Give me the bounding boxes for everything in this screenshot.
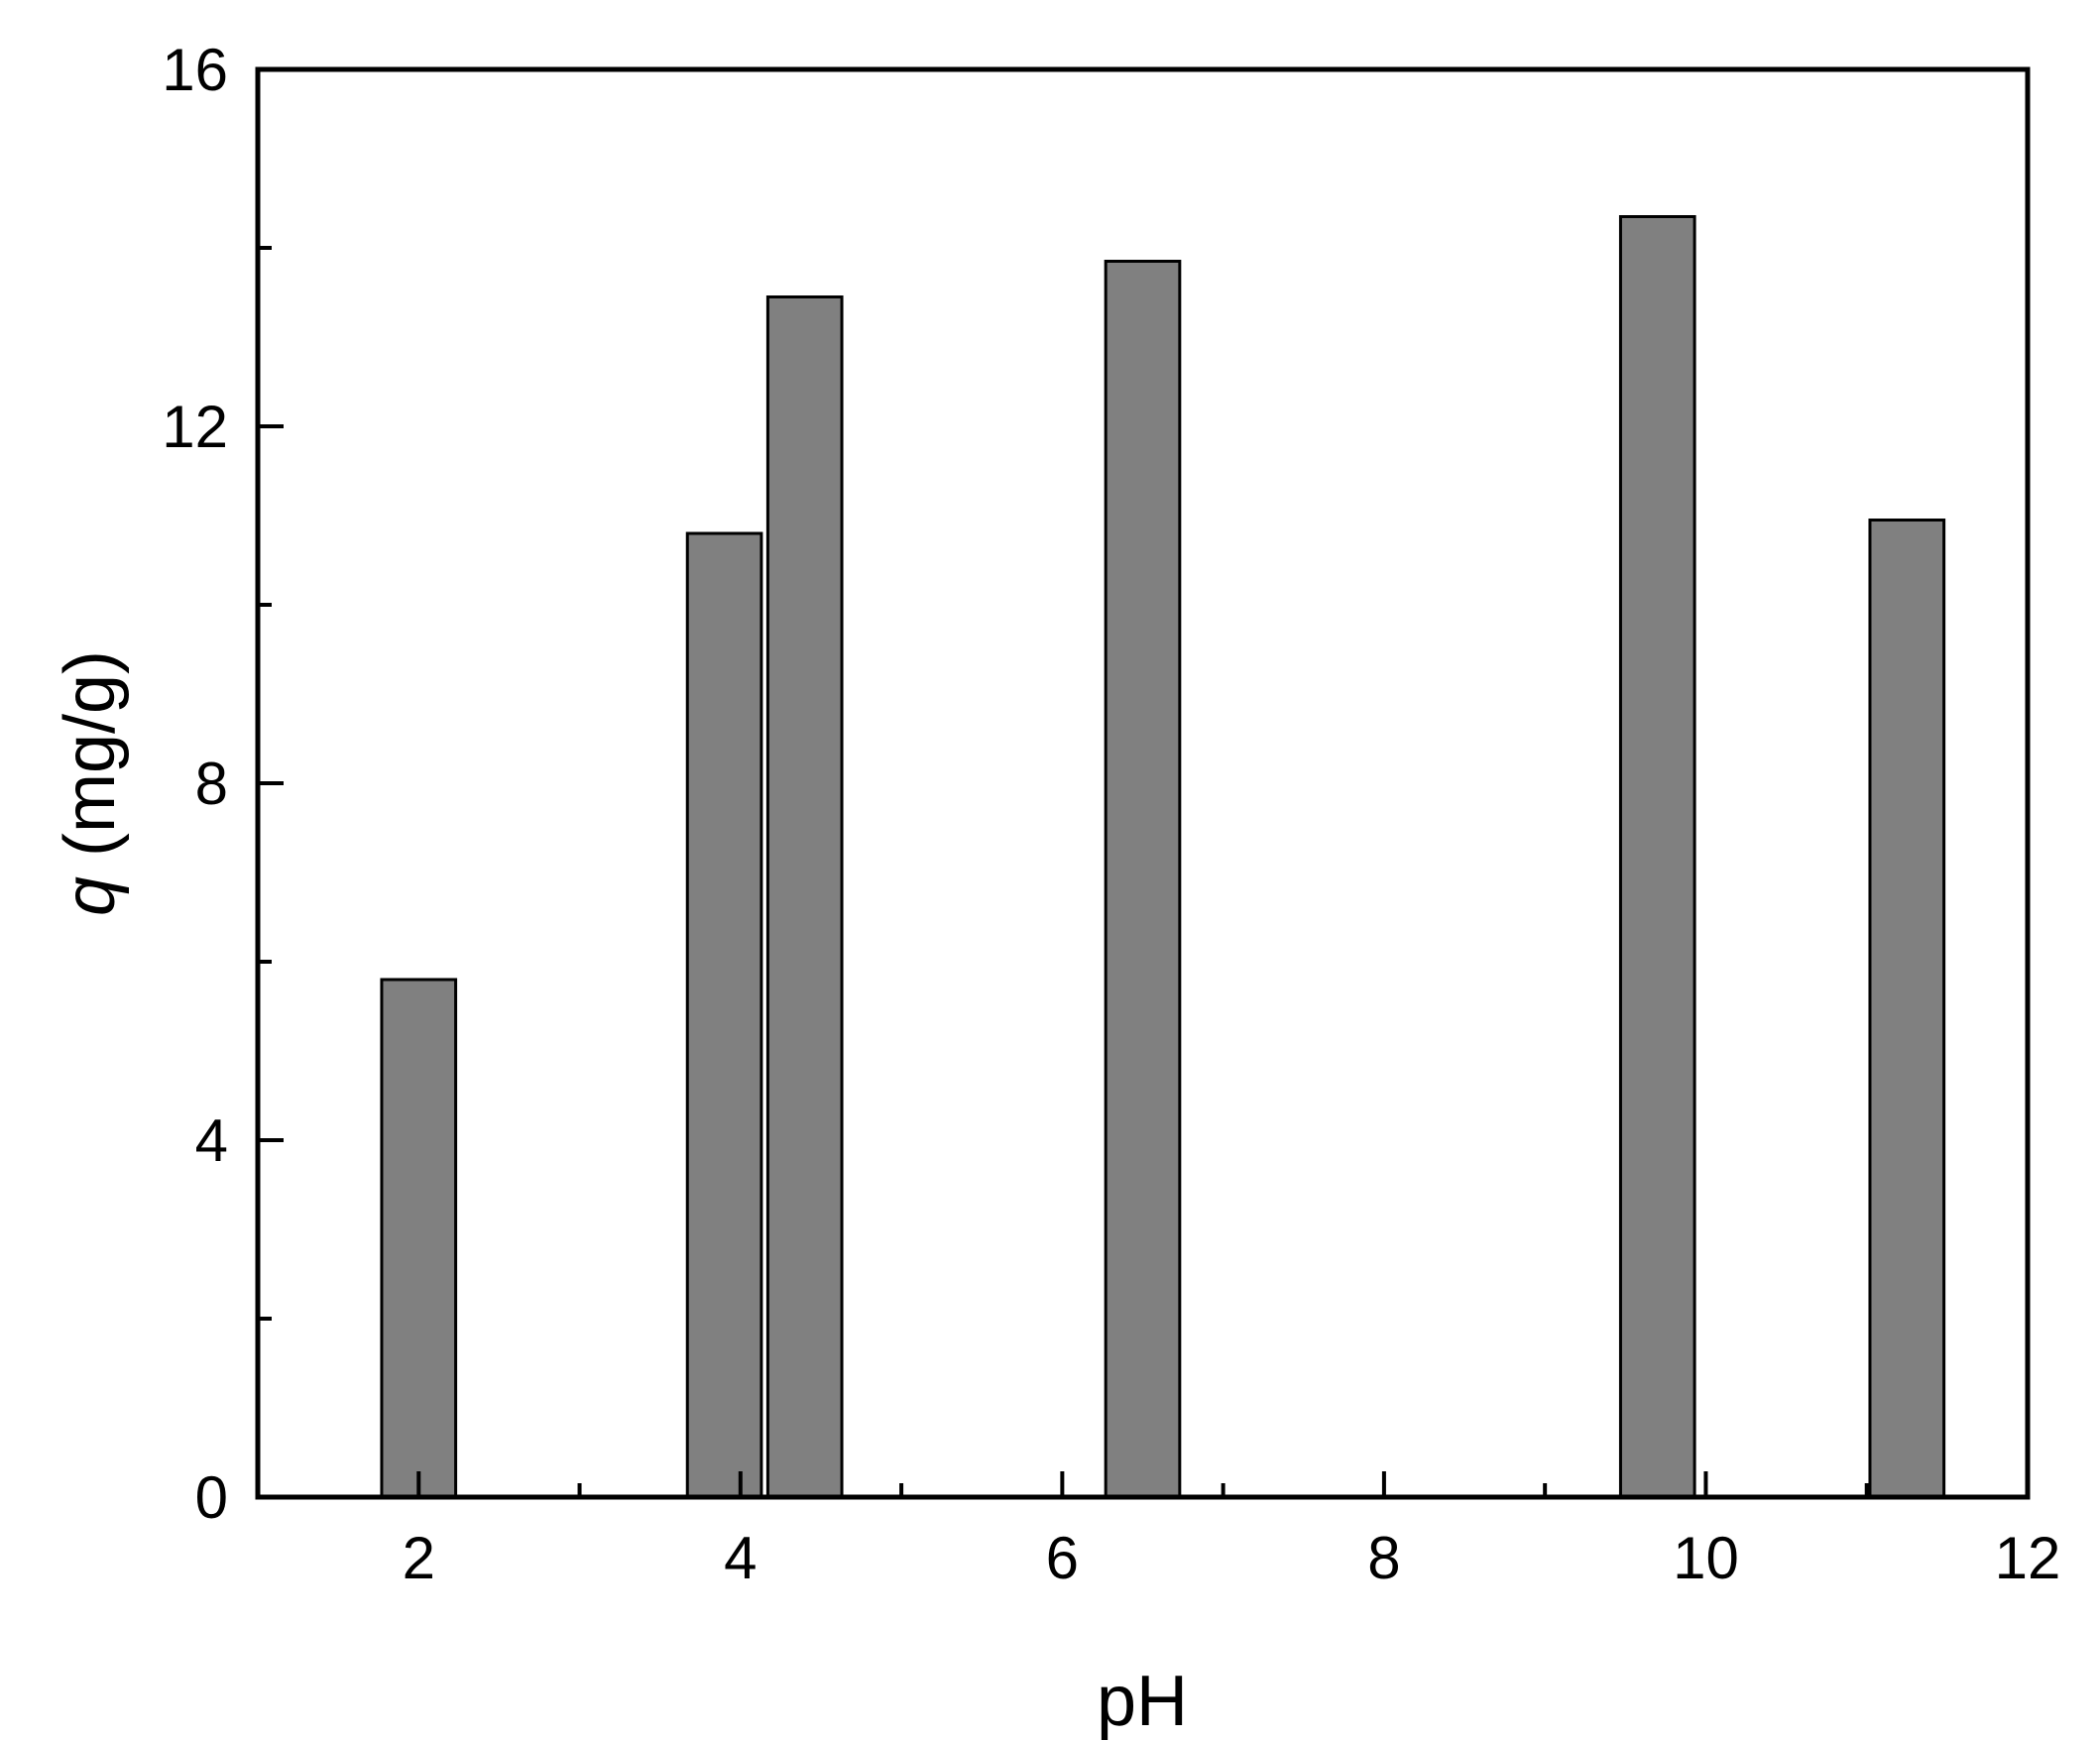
y-tick-label-3: 12 bbox=[162, 394, 228, 460]
x-tick-label-3: 8 bbox=[1367, 1525, 1400, 1591]
y-axis-variable: q bbox=[51, 876, 130, 916]
plot-frame bbox=[255, 66, 2031, 1500]
bar-1 bbox=[685, 531, 763, 1499]
bar-4 bbox=[1618, 215, 1696, 1499]
y-axis-unit: (mg/g) bbox=[51, 650, 130, 876]
tick-labels-layer: 2 4 6 8 10 12 0 4 8 12 16 bbox=[162, 37, 2060, 1591]
x-tick-label-0: 2 bbox=[403, 1525, 435, 1591]
bar-3 bbox=[1104, 260, 1182, 1499]
bar-0 bbox=[380, 978, 458, 1499]
x-axis-title: pH bbox=[1097, 1662, 1188, 1741]
y-axis-title: q (mg/g) bbox=[51, 650, 130, 916]
y-tick-label-0: 0 bbox=[195, 1464, 228, 1531]
y-tick-label-1: 4 bbox=[195, 1107, 228, 1174]
bar-2 bbox=[765, 295, 844, 1499]
x-tick-label-2: 6 bbox=[1046, 1525, 1079, 1591]
y-tick-label-2: 8 bbox=[195, 751, 228, 817]
x-tick-label-4: 10 bbox=[1673, 1525, 1739, 1591]
bars-layer bbox=[380, 215, 1946, 1499]
x-tick-label-1: 4 bbox=[724, 1525, 757, 1591]
y-tick-label-4: 16 bbox=[162, 37, 228, 103]
bar-5 bbox=[1868, 519, 1946, 1499]
x-tick-label-5: 12 bbox=[1995, 1525, 2061, 1591]
